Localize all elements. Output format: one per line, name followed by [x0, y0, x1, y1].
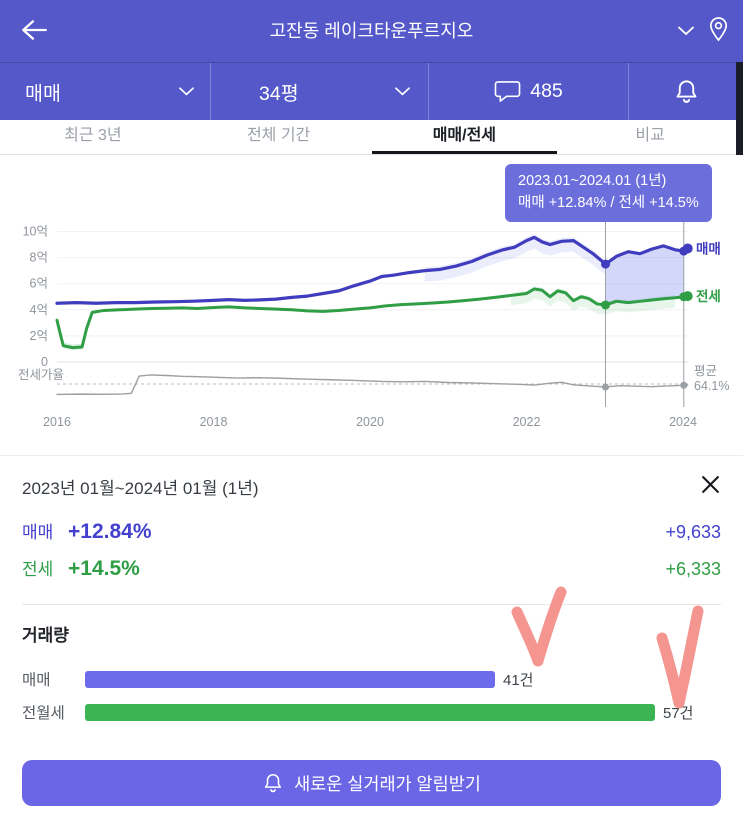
trade-type-label: 매매 — [25, 83, 61, 105]
tooltip-values: 매매 +12.84% / 전세 +14.5% — [518, 194, 699, 211]
svg-text:전세: 전세 — [696, 288, 721, 304]
svg-text:평균: 평균 — [694, 364, 717, 378]
rent-volume-label: 전월세 — [22, 705, 65, 722]
jeonse-stat-row: 전세 +14.5% +6,333 — [22, 555, 721, 581]
comments-button[interactable]: 485 — [428, 63, 628, 120]
chart-tooltip: 2023.01~2024.01 (1년) 매매 +12.84% / 전세 +14… — [505, 164, 712, 222]
sale-volume-count: 41건 — [503, 671, 534, 689]
close-icon — [701, 476, 719, 493]
page-title[interactable]: 고잔동 레이크타운푸르지오 — [269, 21, 474, 41]
comment-count: 485 — [530, 80, 563, 102]
svg-text:2억: 2억 — [30, 329, 48, 343]
jeonse-stat-amount: +6,333 — [665, 559, 721, 579]
screen-edge-artifact — [736, 62, 743, 155]
jeonse-stat-pct: +14.5% — [68, 557, 140, 580]
area-label: 34평 — [259, 83, 299, 105]
sale-stat-label: 매매 — [22, 523, 54, 542]
sale-volume-label: 매매 — [22, 672, 51, 689]
rent-volume-row: 전월세 57건 — [22, 701, 735, 723]
detail-period: 2023년 01월~2024년 01월 (1년) — [22, 479, 259, 498]
tab-compare[interactable]: 비교 — [635, 127, 665, 144]
sale-stat-amount: +9,633 — [665, 522, 721, 542]
svg-text:4억: 4억 — [30, 303, 48, 317]
rent-volume-count: 57건 — [663, 704, 694, 722]
arrow-left-icon — [22, 19, 47, 40]
chevron-down-icon — [179, 87, 194, 96]
sale-volume-bar — [85, 670, 495, 688]
chat-bubble-icon — [494, 81, 521, 102]
tab-recent-3y[interactable]: 최근 3년 — [64, 127, 122, 144]
location-pin-icon[interactable] — [703, 16, 733, 46]
divider — [22, 604, 721, 605]
svg-text:6억: 6억 — [30, 277, 48, 291]
svg-text:8억: 8억 — [30, 251, 48, 265]
price-chart-svg[interactable]: 10억 8억 6억 4억 2억 0 2016 2018 2020 2022 2024 전세가율 매매전세… — [0, 155, 743, 455]
filter-toolbar: 매매 34평 485 — [0, 62, 743, 120]
close-button[interactable] — [697, 473, 723, 499]
subscribe-alert-label: 새로운 실거래가 알림받기 — [294, 773, 481, 794]
trade-type-select[interactable]: 매매 — [0, 63, 210, 120]
section-divider — [0, 455, 743, 456]
svg-text:2020: 2020 — [356, 415, 384, 429]
tab-full-period[interactable]: 전체 기간 — [246, 127, 311, 144]
jeonse-stat-label: 전세 — [22, 560, 54, 579]
title-chevron-down-icon[interactable] — [677, 23, 695, 39]
tooltip-period: 2023.01~2024.01 (1년) — [518, 173, 667, 189]
top-header: 고잔동 레이크타운푸르지오 — [0, 0, 743, 62]
svg-text:0: 0 — [41, 355, 48, 369]
period-tabs: 최근 3년 전체 기간 매매/전세 비교 — [0, 120, 743, 155]
bell-icon — [676, 80, 696, 103]
checkmark-annotation-1 — [511, 586, 567, 667]
svg-text:2024: 2024 — [669, 415, 697, 429]
rent-volume-bar — [85, 703, 655, 721]
back-button[interactable] — [16, 16, 52, 46]
sale-stat-pct: +12.84% — [68, 520, 152, 543]
svg-text:매매: 매매 — [696, 241, 721, 256]
svg-text:2016: 2016 — [43, 415, 71, 429]
svg-text:2022: 2022 — [513, 415, 541, 429]
tab-sale-jeonse[interactable]: 매매/전세 — [371, 120, 558, 154]
notification-bell-button[interactable] — [628, 63, 743, 120]
svg-text:전세가율: 전세가율 — [18, 368, 64, 382]
svg-text:2018: 2018 — [200, 415, 228, 429]
volume-title: 거래량 — [22, 626, 69, 645]
chevron-down-icon — [395, 87, 410, 96]
subscribe-alert-button[interactable]: 새로운 실거래가 알림받기 — [22, 760, 721, 806]
area-select[interactable]: 34평 — [210, 63, 428, 120]
sale-stat-row: 매매 +12.84% +9,633 — [22, 518, 721, 544]
svg-text:64.1%: 64.1% — [694, 379, 729, 393]
svg-text:10억: 10억 — [23, 225, 48, 239]
bell-icon — [264, 773, 282, 793]
sale-volume-row: 매매 41건 — [22, 668, 735, 690]
